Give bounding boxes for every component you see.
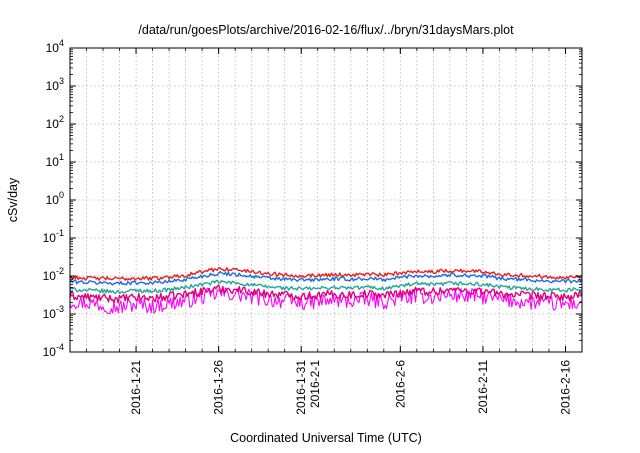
y-tick-label: 10-1	[43, 228, 64, 245]
x-tick-label: 2016-2-6	[393, 360, 407, 408]
axis-layer: 10-4 10-3 10-2 10-1 100 101 102 103 104 2016-1-21…	[43, 38, 582, 415]
series-line	[69, 270, 583, 286]
series-line	[69, 286, 583, 315]
y-axis-label: cSv/day	[6, 177, 20, 222]
y-tick-label: 10-4	[43, 342, 64, 359]
grid-layer	[70, 48, 582, 352]
chart-title: /data/run/goesPlots/archive/2016-02-16/f…	[138, 23, 514, 37]
x-axis-label: Coordinated Universal Time (UTC)	[230, 431, 422, 445]
x-tick-label: 2016-2-16	[559, 360, 573, 415]
y-tick-label: 102	[46, 114, 64, 131]
x-tick-label-secondary: 2016-2-1	[308, 360, 322, 408]
x-tick-label: 2016-2-11	[476, 360, 490, 414]
series-line	[69, 267, 583, 281]
x-tick-label: 2016-1-31	[294, 360, 308, 415]
series-line	[69, 279, 583, 295]
x-tick-label: 2016-1-26	[212, 360, 226, 415]
y-tick-label: 10-3	[43, 304, 64, 321]
y-tick-label: 10-2	[43, 266, 64, 283]
series-line	[69, 284, 583, 304]
y-tick-label: 101	[46, 152, 64, 169]
y-tick-label: 104	[46, 38, 64, 55]
x-tick-label: 2016-1-21	[129, 360, 143, 415]
y-tick-label: 100	[46, 190, 64, 207]
y-tick-label: 103	[46, 76, 64, 93]
series-layer	[69, 267, 583, 315]
